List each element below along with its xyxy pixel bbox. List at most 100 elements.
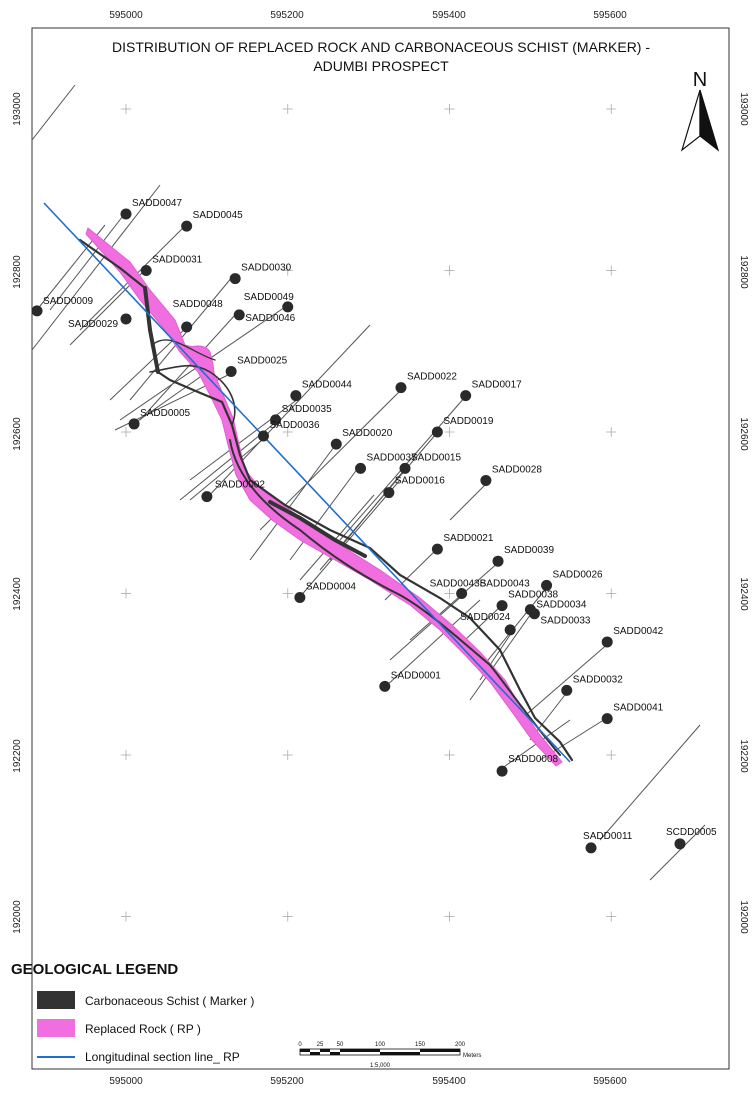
- drillhole-label-sadd0029: SADD0029: [68, 319, 118, 330]
- drillhole-label-sadd0046: SADD0046: [245, 313, 295, 324]
- grid-cross: [282, 588, 293, 599]
- drillhole-label-sadd0030: SADD0030: [241, 263, 291, 274]
- drillhole-label-sadd0049: SADD0049: [244, 292, 294, 303]
- y-tick-right: 192400: [738, 577, 749, 611]
- grid-cross: [444, 104, 455, 114]
- drillhole-label-sadd0026: SADD0026: [553, 569, 603, 580]
- drill-collar-sadd0048: [181, 321, 193, 333]
- carbonaceous-schist-body: [78, 238, 574, 762]
- grid-cross: [121, 911, 131, 922]
- grid-cross: [606, 911, 617, 922]
- y-tick-right: 193000: [738, 92, 749, 126]
- drillhole-label-sadd0044: SADD0044: [302, 380, 352, 391]
- scale-unit: Meters: [463, 1053, 481, 1059]
- grid-cross: [444, 911, 455, 922]
- x-tick-bottom: 595200: [270, 1076, 304, 1087]
- scale-tick-label: 200: [455, 1042, 466, 1048]
- map-title-line2: ADUMBI PROSPECT: [313, 58, 449, 74]
- drillhole-label-sadd0015: SADD0015: [411, 452, 461, 463]
- drill-collar-sadd0044: [290, 390, 302, 402]
- drill-collar-sadd0020: [330, 438, 342, 450]
- scale-bar: 0 25 50 100 150 200 Meters 1:5,000: [298, 1042, 481, 1069]
- drillhole-label-sadd0042: SADD0042: [613, 626, 663, 637]
- grid-cross: [606, 104, 617, 114]
- drill-collar-sadd0011: [585, 842, 597, 854]
- grid-cross: [282, 265, 293, 276]
- legend-title: GEOLOGICAL LEGEND: [11, 961, 178, 978]
- drillhole-label-sadd0016: SADD0016: [395, 476, 445, 487]
- geological-legend: GEOLOGICAL LEGEND Carbonaceous Schist ( …: [11, 961, 254, 1064]
- grid-cross: [444, 427, 455, 437]
- drill-collar-sadd0021: [431, 543, 443, 555]
- drillhole-label-sadd0039: SADD0039: [504, 545, 554, 556]
- scale-ratio: 1:5,000: [370, 1063, 391, 1069]
- y-tick-left: 192600: [12, 417, 23, 451]
- drill-collar-sadd0028: [480, 474, 492, 486]
- scale-tick-label: 25: [317, 1042, 324, 1048]
- drillhole-label-sadd0025: SADD0025: [237, 355, 287, 366]
- grid-cross: [121, 427, 131, 437]
- grid-cross: [606, 588, 617, 599]
- drillhole-label-sadd0032: SADD0032: [573, 674, 623, 685]
- drill-collar-sadd0042: [601, 636, 613, 648]
- drill-collar-sadd0016: [383, 487, 395, 499]
- drill-collar-sadd0022: [395, 382, 407, 394]
- legend-swatch-replaced-rock: [37, 1019, 75, 1037]
- drillhole-label-sadd0009: SADD0009: [43, 296, 93, 307]
- drillhole-label-sadd0002: SADD0002: [215, 480, 265, 491]
- drill-collar-sadd0026: [541, 579, 553, 591]
- legend-label-replaced-rock: Replaced Rock ( RP ): [85, 1022, 201, 1036]
- drillhole-label-sadd0036: SADD0036: [269, 420, 319, 431]
- drill-collar-sadd0009: [31, 305, 43, 317]
- drillhole-label-sadd0028: SADD0028: [492, 464, 542, 475]
- drill-collar-sadd0041: [601, 713, 613, 725]
- drill-collar-sadd0047: [120, 208, 132, 220]
- drillhole-label-sadd0008: SADD0008: [508, 754, 558, 765]
- drill-collars: SADD0047 SADD0045 SADD0031 SADD0030 SADD0009…: [31, 198, 717, 854]
- scale-tick-label: 100: [375, 1042, 386, 1048]
- longitudinal-section-line: [43, 202, 571, 763]
- grid-cross: [121, 750, 131, 760]
- replaced-rock-body: [85, 227, 563, 767]
- grid-cross: [606, 427, 617, 437]
- drillhole-label-sadd0019: SADD0019: [443, 416, 493, 427]
- drillhole-label-sadd0033: SADD0033: [540, 616, 590, 627]
- grid-cross: [121, 104, 131, 114]
- drill-collar-sadd0037: [355, 462, 367, 474]
- drillhole-label-sadd0024: SADD0024: [460, 612, 510, 623]
- drillhole-label-sadd0034: SADD0034: [536, 600, 586, 611]
- drillhole-label-sadd0041: SADD0041: [613, 703, 663, 714]
- drillhole-label-sadd0048: SADD0048: [173, 299, 223, 310]
- scale-tick-label: 0: [298, 1042, 302, 1048]
- drill-collar-sadd0033: [528, 608, 540, 620]
- y-tick-left: 192800: [12, 255, 23, 289]
- drillhole-label-sadd0011: SADD0011: [583, 831, 633, 842]
- y-tick-right: 192600: [738, 417, 749, 451]
- drill-collar-sadd0001: [379, 680, 391, 692]
- drillhole-label-sadd0045: SADD0045: [193, 210, 243, 221]
- drillhole-label-sadd0004: SADD0004: [306, 582, 356, 593]
- grid-cross: [282, 750, 293, 760]
- x-tick-top: 595200: [270, 10, 304, 21]
- drillhole-label-sadd0022: SADD0022: [407, 372, 457, 383]
- y-tick-left: 193000: [12, 92, 23, 126]
- drillhole-label-scdd0005: SCDD0005: [666, 827, 717, 838]
- regional-lines: [31, 84, 706, 881]
- drill-collar-sadd0029: [120, 313, 132, 325]
- drillhole-label-sadd0017: SADD0017: [472, 380, 522, 391]
- x-tick-bottom: 595400: [432, 1076, 466, 1087]
- scale-tick-label: 50: [337, 1042, 344, 1048]
- drill-collar-scdd0005: [674, 838, 686, 850]
- x-tick-top: 595000: [109, 10, 143, 21]
- drill-collar-sadd0004: [294, 592, 306, 604]
- drill-collar-sadd0030: [229, 273, 241, 285]
- grid-cross: [444, 750, 455, 760]
- drill-collar-sadd0017: [460, 390, 472, 402]
- y-tick-right: 192000: [738, 900, 749, 934]
- grid-cross: [121, 588, 131, 599]
- coordinate-labels: 595000 595200 595400 595600 595000 59520…: [12, 10, 749, 1087]
- drill-collar-sadd0039: [492, 555, 504, 567]
- y-tick-right: 192200: [738, 739, 749, 773]
- grid-cross: [606, 750, 617, 760]
- drillhole-label-sadd0037: SADD0037: [367, 452, 417, 463]
